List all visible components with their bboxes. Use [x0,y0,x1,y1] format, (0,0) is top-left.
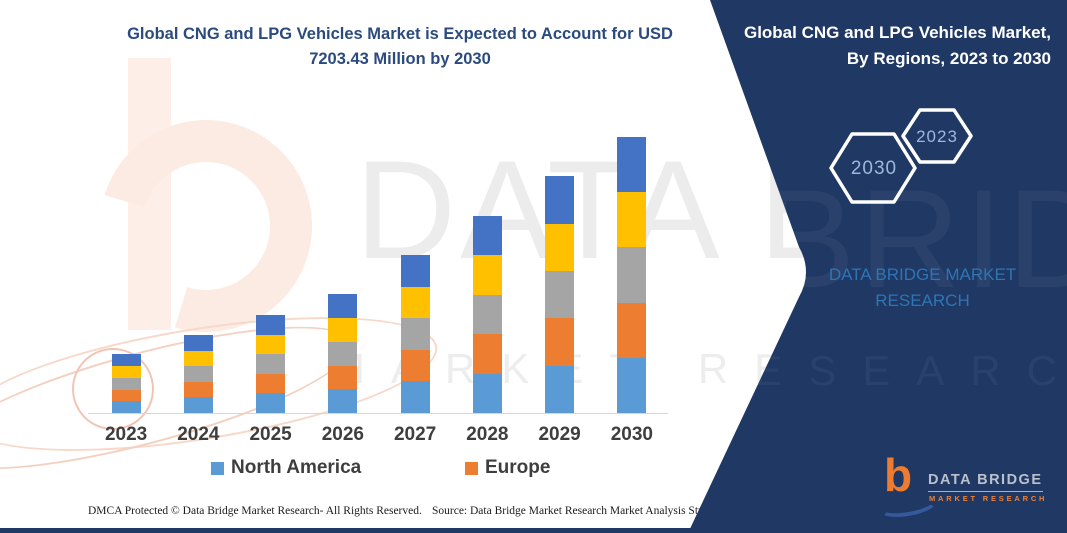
bar-segment [183,350,213,367]
bar-segment [472,334,502,374]
footer-copyright-text: DMCA Protected © Data Bridge Market Rese… [88,505,422,517]
legend-item-north-america: North America [211,457,361,479]
bar-slot-2030 [596,133,668,413]
bar-segment [111,389,141,402]
bar-segment [256,334,286,355]
bar-segment [111,366,141,378]
bar-segment [545,318,575,366]
bar-segment [256,354,286,374]
x-tick-label-2026: 2026 [321,424,365,445]
stacked-bar-2029 [545,176,575,413]
bar-segment [183,397,213,413]
bar-segment [183,381,213,398]
stacked-bar-2023 [111,354,141,413]
bar-segment [183,335,213,351]
bar-segment [472,373,502,413]
panel-watermark-subtext: MARKET RESEARCH [330,347,1067,394]
bar-segment [400,255,430,287]
legend-label: Europe [485,457,551,478]
peach-logo-watermark-stem [128,58,171,330]
bar-segment [472,215,502,256]
bar-segment [545,270,575,319]
bar-segment [617,302,647,358]
x-tick-label-2027: 2027 [393,424,437,445]
bar-segment [111,377,141,390]
stacked-bar-2030 [617,137,647,413]
bar-segment [545,223,575,271]
stacked-bar-2025 [256,315,286,413]
bar-segment [400,381,430,413]
bar-slot-2028 [451,133,523,413]
stacked-bar-2024 [183,335,213,413]
bar-slot-2026 [307,133,379,413]
bar-segment [256,393,286,413]
bar-segment [617,137,647,193]
x-tick-label-2030: 2030 [610,424,654,445]
bar-segment [472,255,502,295]
stacked-bar-2028 [472,215,502,413]
stacked-bar-plot [90,133,668,413]
x-tick-label-2029: 2029 [538,424,581,445]
bar-segment [545,365,575,413]
bar-segment [400,349,430,382]
x-axis-labels: 2023 2024 2025 2026 2027 2028 2029 2030 [90,424,668,446]
bar-segment [617,192,647,248]
bar-slot-2029 [524,133,596,413]
bar-slot-2024 [162,133,234,413]
bar-segment [256,373,286,394]
x-tick-label-2024: 2024 [177,424,220,445]
bar-slot-2023 [90,133,162,413]
bar-slot-2025 [235,133,307,413]
bar-segment [328,341,358,366]
bar-segment [111,354,141,367]
bar-segment [328,365,358,390]
bar-segment [256,315,286,335]
bar-slot-2027 [379,133,451,413]
bar-segment [617,247,647,303]
panel-watermark-text: DATA BRIDGE [358,160,1067,317]
legend-item-europe: Europe [465,457,550,479]
bottom-border-strip [0,528,1067,533]
stacked-bar-2026 [328,294,358,413]
stacked-bar-2027 [400,255,430,413]
x-axis-line [88,413,668,414]
peach-logo-watermark-ring [72,348,154,430]
bar-segment [400,286,430,319]
bar-segment [328,389,358,413]
bar-segment [400,318,430,350]
bar-segment [472,294,502,335]
x-tick-label-2025: 2025 [249,424,292,445]
bar-segment [328,294,358,318]
bar-segment [111,401,141,413]
legend-swatch [465,461,478,475]
bar-segment [545,176,575,224]
legend-label: North America [231,457,362,478]
x-tick-label-2023: 2023 [104,424,148,445]
bar-segment [183,366,213,382]
legend-swatch [211,461,224,475]
footer-source-text: Source: Data Bridge Market Research Mark… [432,505,742,517]
chart-title: Global CNG and LPG Vehicles Market is Ex… [127,25,673,68]
bar-segment [617,357,647,413]
x-tick-label-2028: 2028 [466,424,509,445]
bar-segment [328,318,358,342]
